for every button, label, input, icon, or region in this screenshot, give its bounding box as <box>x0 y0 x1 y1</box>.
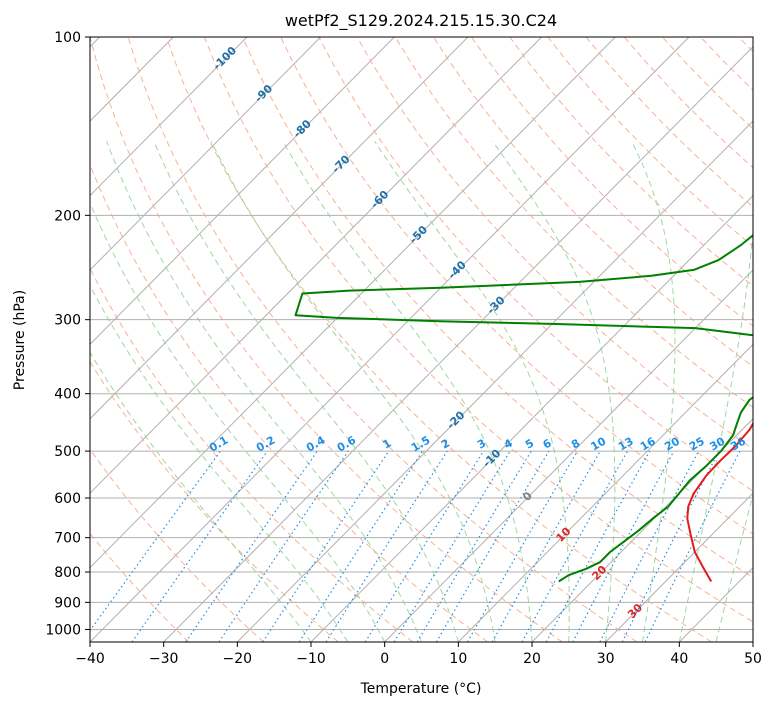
x-axis-ticks: −40 −30 −20 −10 0 10 20 30 40 50 <box>75 642 762 667</box>
isotherm-line <box>163 46 753 642</box>
mixing-ratio-line <box>393 450 511 642</box>
moist-adiabat-line <box>90 201 386 642</box>
mixing-ratio-line <box>325 450 448 642</box>
y-tick-label: 200 <box>54 208 81 224</box>
x-tick-label: 20 <box>523 651 541 667</box>
x-tick-label: −30 <box>149 651 179 667</box>
x-tick-label: −10 <box>296 651 326 667</box>
isotherm-line <box>90 37 542 494</box>
x-tick-label: 0 <box>380 651 389 667</box>
background-lines <box>90 37 753 642</box>
y-axis-label: Pressure (hPa) <box>12 290 28 390</box>
dry-adiabat-line <box>432 37 753 368</box>
isotherm-label: 40 <box>661 639 681 659</box>
dry-adiabat-line <box>356 37 753 450</box>
moist-adiabat-line <box>492 141 616 642</box>
dry-adiabat-line <box>90 267 414 642</box>
moist-adiabat-line <box>90 351 312 642</box>
x-tick-label: 50 <box>744 651 762 667</box>
mixing-ratio-line <box>185 450 318 642</box>
x-tick-label: −40 <box>75 651 105 667</box>
isotherm-line <box>90 37 248 197</box>
temperature-profile-line <box>686 421 753 582</box>
isotherm-line <box>531 418 753 642</box>
y-tick-label: 800 <box>54 565 81 581</box>
mixing-ratio-line <box>364 450 485 642</box>
plot-frame <box>89 36 754 643</box>
y-tick-label: 900 <box>54 595 81 611</box>
mixing-ratio-line <box>218 450 349 642</box>
moist-adiabat-line <box>715 492 753 642</box>
dry-adiabat-line <box>90 448 264 642</box>
moist-adiabat-line <box>210 141 496 642</box>
dry-adiabat-line <box>509 37 753 287</box>
y-tick-label: 400 <box>54 387 81 403</box>
isotherm-line <box>90 37 616 569</box>
isotherm-line <box>90 37 690 642</box>
dry-adiabat-line <box>127 37 638 642</box>
chart-title: wetPf2_S129.2024.215.15.30.C24 <box>285 11 557 31</box>
mixing-ratio-line <box>435 450 550 642</box>
y-tick-label: 600 <box>54 491 81 507</box>
y-tick-label: 300 <box>54 313 81 329</box>
moist-adiabat-line <box>678 224 753 642</box>
dewpoint-profile-line <box>294 233 753 583</box>
mixing-ratio-line <box>131 450 268 642</box>
isotherm-line <box>457 343 753 642</box>
x-tick-label: 30 <box>597 651 615 667</box>
x-tick-label: 10 <box>449 651 467 667</box>
y-axis-ticks: 100 200 300 400 500 600 700 800 900 1000 <box>45 30 90 638</box>
y-tick-label: 100 <box>54 30 81 46</box>
moist-adiabat-line <box>153 141 459 642</box>
dry-adiabat-line <box>471 37 753 327</box>
mixing-ratio-line <box>545 450 651 642</box>
sounding-profiles <box>294 233 753 583</box>
dry-adiabat-line <box>242 37 753 579</box>
dry-adiabat-line <box>203 37 753 623</box>
dry-adiabat-line <box>90 37 563 642</box>
isotherm-line <box>90 37 469 420</box>
y-tick-label: 700 <box>54 531 81 547</box>
moist-adiabat-line <box>106 141 422 642</box>
mixing-ratio-line <box>572 450 675 642</box>
dry-adiabat-line <box>165 37 712 642</box>
isotherm-line <box>236 120 753 642</box>
x-tick-label: 40 <box>670 651 688 667</box>
plot-background <box>90 37 753 642</box>
dry-adiabat-line <box>318 37 753 492</box>
moist-adiabat-line <box>631 141 676 642</box>
isotherm-line <box>752 641 753 642</box>
mixing-ratio-line <box>262 450 390 642</box>
mixing-ratio-line <box>644 450 741 642</box>
y-tick-label: 1000 <box>45 622 81 638</box>
moist-adiabat-line <box>374 141 570 642</box>
isotherm-line <box>90 37 395 346</box>
isotherm-line <box>384 269 753 642</box>
isotherm-line <box>90 37 321 271</box>
mixing-ratio-line <box>416 450 532 642</box>
x-axis-label: Temperature (°C) <box>360 681 482 697</box>
y-tick-label: 500 <box>54 444 81 460</box>
isotherm-line <box>605 492 753 642</box>
mixing-ratio-line <box>298 450 424 642</box>
x-tick-label: −20 <box>223 651 253 667</box>
moist-adiabat-line <box>90 284 349 642</box>
